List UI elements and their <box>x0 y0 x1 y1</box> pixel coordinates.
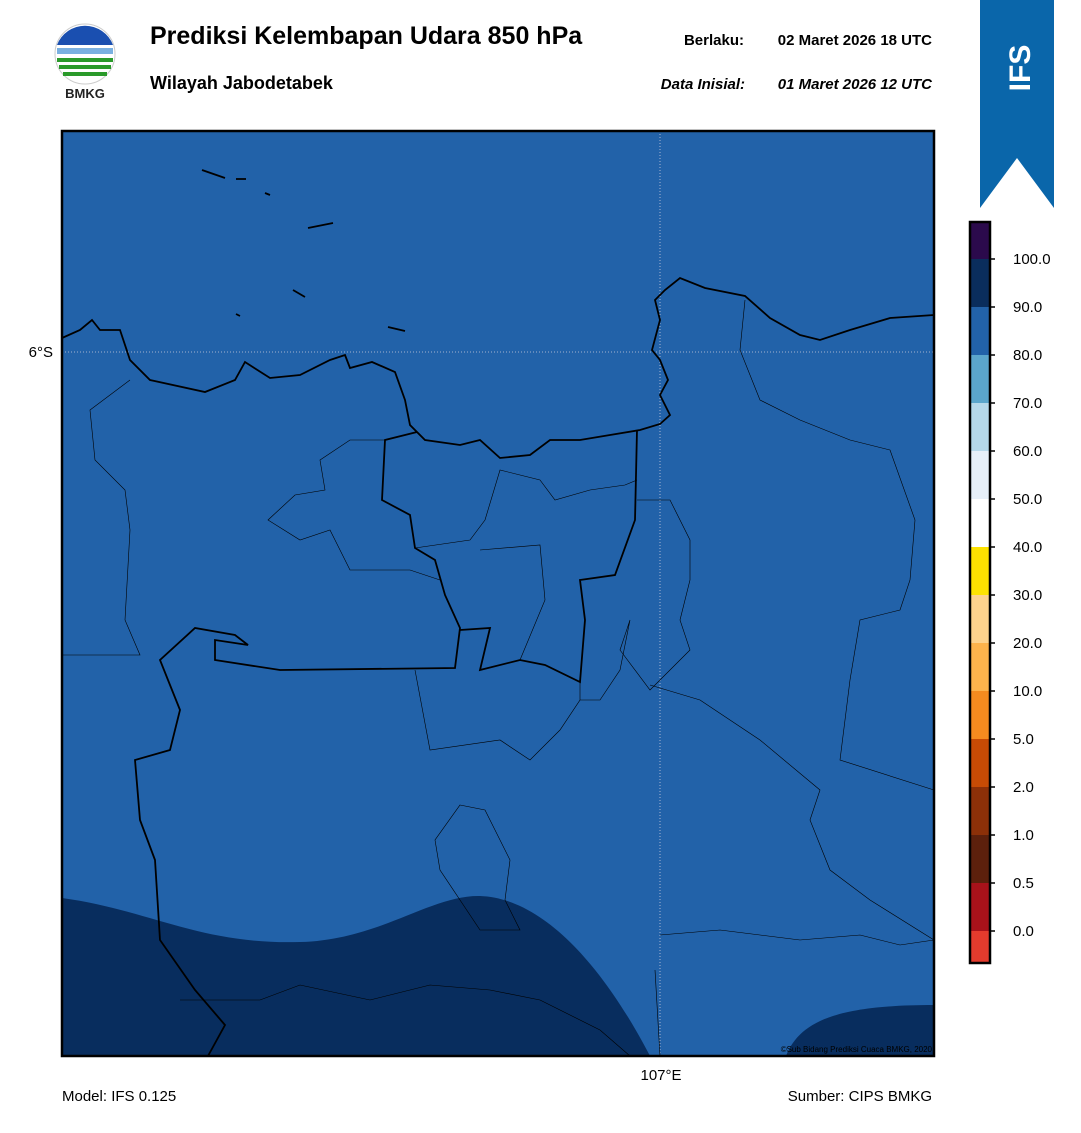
badge-shape <box>980 0 1054 208</box>
copyright: ©Sub Bidang Prediksi Cuaca BMKG, 2020 <box>781 1045 933 1054</box>
colorbar-bin <box>970 403 990 451</box>
colorbar-bin <box>970 691 990 739</box>
colorbar-label: 100.0 <box>1013 251 1051 268</box>
map: ©Sub Bidang Prediksi Cuaca BMKG, 2020 <box>60 129 936 1058</box>
logo-text: BMKG <box>65 86 105 101</box>
colorbar-bin <box>970 883 990 931</box>
lon-label: 107°E <box>640 1067 681 1084</box>
colorbar-label: 60.0 <box>1013 443 1042 460</box>
logo <box>54 23 116 85</box>
district-border <box>62 299 935 1057</box>
model-label: Model: IFS 0.125 <box>62 1088 176 1105</box>
init-time: 01 Maret 2026 12 UTC <box>778 76 933 93</box>
colorbar-bin <box>970 499 990 547</box>
colorbar-bin <box>970 931 990 963</box>
colorbar-label: 2.0 <box>1013 779 1034 796</box>
valid-label: Berlaku: <box>684 32 744 49</box>
lat-label: 6°S <box>29 344 53 361</box>
colorbar-label: 0.0 <box>1013 923 1034 940</box>
colorbar-bin <box>970 547 990 595</box>
valid-time: 02 Maret 2026 18 UTC <box>778 32 932 49</box>
colorbar-bin <box>970 355 990 403</box>
init-label: Data Inisial: <box>661 76 745 93</box>
subtitle: Wilayah Jabodetabek <box>150 73 334 93</box>
colorbar-bin <box>970 307 990 355</box>
colorbar: 0.0 0.5 1.0 2.0 5.0 10.0 20.0 30.0 40.0 50.0 60.0 7… <box>968 220 1051 965</box>
colorbar-bin <box>970 222 990 259</box>
colorbar-label: 30.0 <box>1013 587 1042 604</box>
colorbar-label: 0.5 <box>1013 875 1034 892</box>
colorbar-label: 1.0 <box>1013 827 1034 844</box>
humidity-area <box>62 895 650 1056</box>
badge-text: IFS <box>1004 45 1037 92</box>
source-label: Sumber: CIPS BMKG <box>788 1088 932 1105</box>
colorbar-label: 90.0 <box>1013 299 1042 316</box>
colorbar-bin <box>970 259 990 307</box>
colorbar-bin <box>970 835 990 883</box>
colorbar-label: 10.0 <box>1013 683 1042 700</box>
colorbar-bin <box>970 595 990 643</box>
colorbar-bin <box>970 643 990 691</box>
humidity-area <box>786 1005 934 1056</box>
colorbar-label: 5.0 <box>1013 731 1034 748</box>
colorbar-label: 20.0 <box>1013 635 1042 652</box>
colorbar-bin <box>970 451 990 499</box>
map-frame <box>60 129 936 1058</box>
colorbar-label: 40.0 <box>1013 539 1042 556</box>
coastline <box>61 169 935 459</box>
title: Prediksi Kelembapan Udara 850 hPa <box>150 22 583 50</box>
colorbar-label: 70.0 <box>1013 395 1042 412</box>
colorbar-frame <box>968 220 992 965</box>
colorbar-bin <box>970 787 990 835</box>
colorbar-bin <box>970 739 990 787</box>
colorbar-label: 50.0 <box>1013 491 1042 508</box>
colorbar-label: 80.0 <box>1013 347 1042 364</box>
